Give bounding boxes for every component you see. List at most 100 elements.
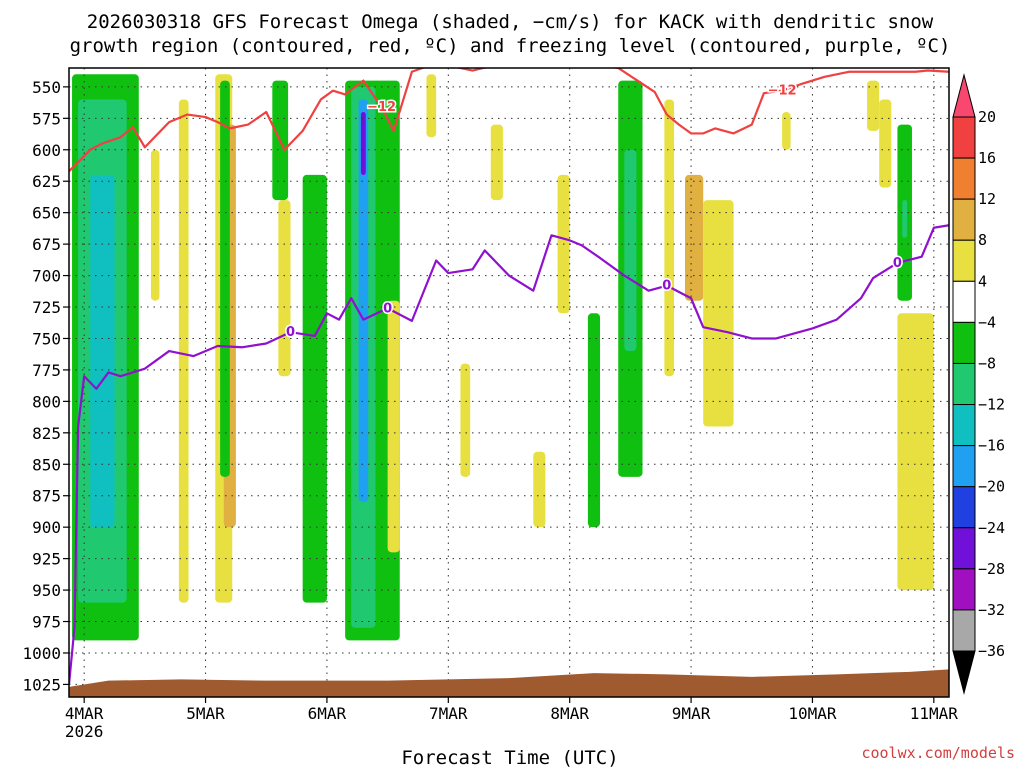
contour-label: 0 xyxy=(662,279,671,294)
freezing-level-line xyxy=(69,224,949,685)
colorbar-label: −24 xyxy=(978,519,1005,537)
omega-region xyxy=(426,74,437,138)
y-tick-label: 1025 xyxy=(22,675,61,694)
x-tick-label: 9MAR xyxy=(672,704,711,723)
colorbar-swatch xyxy=(952,527,976,570)
x-tick-label: 5MAR xyxy=(186,704,225,723)
omega-region xyxy=(302,174,327,603)
x-tick-label: 11MAR xyxy=(910,704,959,723)
omega-region xyxy=(533,451,546,528)
omega-region xyxy=(220,80,230,477)
colorbar-label: 4 xyxy=(978,272,987,290)
colorbar-label: −20 xyxy=(978,478,1005,496)
omega-region xyxy=(278,200,291,377)
x-tick-label: 7MAR xyxy=(429,704,468,723)
terrain xyxy=(69,669,949,697)
x-tick-label: 8MAR xyxy=(550,704,589,723)
omega-region xyxy=(685,174,704,301)
colorbar-label: 20 xyxy=(978,108,996,126)
colorbar-swatch xyxy=(952,116,976,159)
colorbar-label: −32 xyxy=(978,601,1005,619)
colorbar-bottom-arrow xyxy=(952,650,976,695)
omega-region xyxy=(460,363,471,477)
y-tick-label: 875 xyxy=(32,487,61,506)
contour-label: −12 xyxy=(367,100,396,115)
credit-text: coolwx.com/models xyxy=(861,744,1015,762)
colorbar-label: 16 xyxy=(978,149,996,167)
omega-region xyxy=(358,99,369,503)
omega-region xyxy=(703,200,734,427)
contour-label: 0 xyxy=(893,256,902,271)
omega-region xyxy=(624,149,637,352)
omega-region xyxy=(178,99,189,603)
colorbar-swatch xyxy=(952,609,976,652)
contour-label: 0 xyxy=(286,325,295,340)
colorbar-swatch xyxy=(952,239,976,282)
x-tick-sublabel: 2026 xyxy=(65,722,104,741)
colorbar-label: −4 xyxy=(978,313,996,331)
y-tick-label: 950 xyxy=(32,581,61,600)
grid xyxy=(69,68,949,697)
chart-title-line-2: growth region (contoured, red, ºC) and f… xyxy=(70,35,951,57)
y-tick-label: 825 xyxy=(32,424,61,443)
x-axis-title: Forecast Time (UTC) xyxy=(401,747,618,768)
omega-region xyxy=(664,99,675,377)
dendritic-contour-line xyxy=(69,68,949,172)
y-tick-label: 900 xyxy=(32,518,61,537)
omega-region xyxy=(360,112,366,175)
colorbar-swatch xyxy=(952,157,976,200)
y-tick-label: 575 xyxy=(32,109,61,128)
y-tick-label: 625 xyxy=(32,172,61,191)
omega-region xyxy=(587,313,601,528)
x-tick-label: 4MAR xyxy=(65,704,104,723)
colorbar-swatch xyxy=(952,280,976,323)
y-tick-label: 925 xyxy=(32,550,61,569)
colorbar-swatch xyxy=(952,486,976,529)
omega-region xyxy=(90,174,115,528)
colorbar-label: −12 xyxy=(978,396,1005,414)
y-tick-label: 700 xyxy=(32,267,61,286)
y-tick-label: 800 xyxy=(32,392,61,411)
colorbar-swatch xyxy=(952,568,976,611)
omega-region xyxy=(150,149,160,301)
y-tick-label: 675 xyxy=(32,235,61,254)
colorbar-swatch xyxy=(952,321,976,364)
y-tick-label: 750 xyxy=(32,329,61,348)
y-tick-label: 550 xyxy=(32,78,61,97)
colorbar-label: −8 xyxy=(978,354,996,372)
terrain-surface xyxy=(69,669,949,697)
plot-area xyxy=(69,68,949,697)
x-tick-label: 6MAR xyxy=(308,704,347,723)
y-tick-label: 650 xyxy=(32,204,61,223)
contour-label: −12 xyxy=(768,84,797,99)
omega-region xyxy=(490,124,503,201)
y-tick-label: 1000 xyxy=(22,644,61,663)
colorbar-label: −28 xyxy=(978,560,1005,578)
colorbar-label: −16 xyxy=(978,437,1005,455)
contour-label: 0 xyxy=(286,325,295,340)
omega-region xyxy=(902,200,908,238)
y-axis: 550 575 600 625 650 675 700 725 750 775 800 825 850 8… xyxy=(22,78,69,694)
y-tick-label: 725 xyxy=(32,298,61,317)
colorbar-swatch xyxy=(952,198,976,241)
plot-frame xyxy=(68,67,950,698)
y-tick-label: 600 xyxy=(32,141,61,160)
colorbar-top-arrow xyxy=(952,73,976,118)
colorbar-label: 12 xyxy=(978,190,996,208)
omega-region xyxy=(897,313,934,591)
x-tick-label: 10MAR xyxy=(788,704,837,723)
y-tick-label: 850 xyxy=(32,455,61,474)
colorbar-swatch xyxy=(952,445,976,488)
contour-label: 0 xyxy=(383,301,392,316)
omega-region xyxy=(867,80,880,131)
colorbar-swatch xyxy=(952,362,976,406)
colorbar: 20 16 12 8 4 −4 −8 −12 −16 −20 −24 −28 −32 −36 xyxy=(952,73,1005,695)
y-tick-label: 975 xyxy=(32,613,61,632)
colorbar-label: −36 xyxy=(978,642,1005,660)
colorbar-label: 8 xyxy=(978,231,987,249)
omega-region xyxy=(782,112,791,150)
y-tick-label: 775 xyxy=(32,361,61,380)
chart-title-line-1: 2026030318 GFS Forecast Omega (shaded, −… xyxy=(87,11,934,33)
